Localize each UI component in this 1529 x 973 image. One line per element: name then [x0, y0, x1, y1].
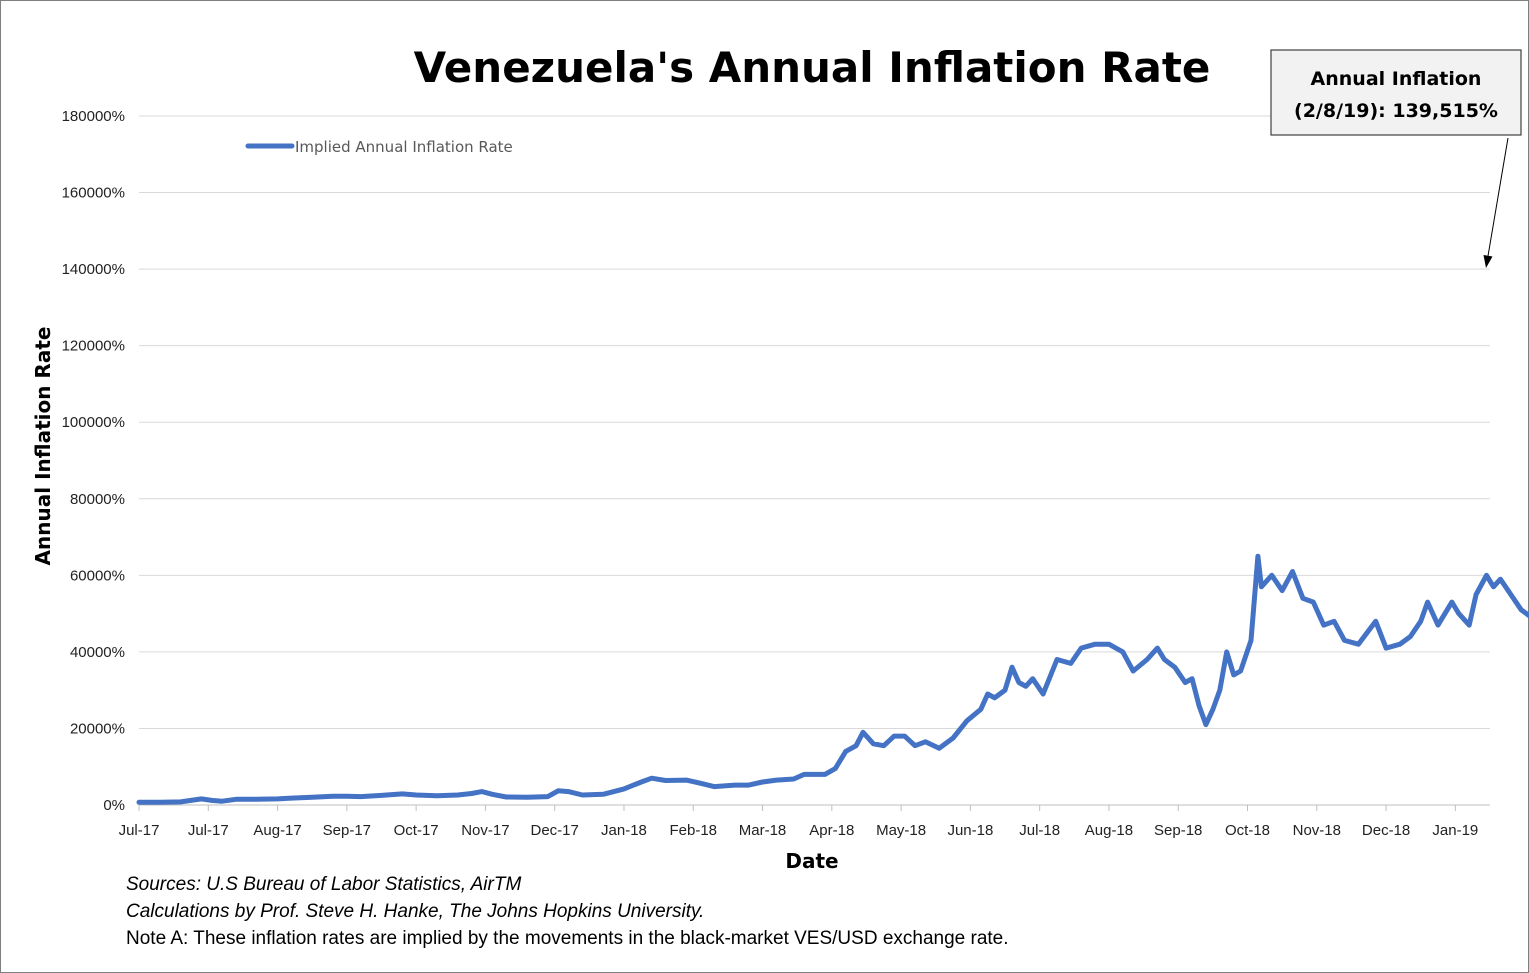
x-axis-ticks: Jul-17 Jul-17 Aug-17 Sep-17 Oct-17 Nov-17 Dec-… [119, 805, 1478, 839]
x-tick-label: Oct-18 [1225, 822, 1270, 839]
x-tick-label: Dec-18 [1362, 822, 1410, 839]
y-tick-label: 100000% [62, 414, 125, 431]
y-tick-label: 80000% [70, 491, 125, 508]
y-tick-label: 140000% [62, 261, 125, 278]
y-tick-label: 180000% [62, 108, 125, 125]
y-tick-label: 40000% [70, 644, 125, 661]
y-axis-label: Annual Inflation Rate [31, 327, 55, 566]
y-axis-ticks: 0% 20000% 40000% 60000% 80000% 100000% 120000%… [62, 108, 125, 814]
x-tick-label: Sep-17 [323, 822, 371, 839]
y-tick-label: 120000% [62, 338, 125, 355]
sources-note: Sources: U.S Bureau of Labor Statistics,… [126, 874, 522, 895]
calculations-note: Calculations by Prof. Steve H. Hanke, Th… [126, 901, 705, 922]
x-tick-label: Jan-18 [601, 822, 647, 839]
chart-title: Venezuela's Annual Inflation Rate [414, 43, 1211, 92]
annotation-box [1270, 49, 1522, 136]
x-tick-label: Dec-17 [531, 822, 579, 839]
series-line-implied-annual-inflation-rate [136, 553, 1529, 805]
annotation-line-2: (2/8/19): 139,515% [1294, 100, 1498, 122]
grid-lines [139, 115, 1490, 729]
y-tick-label: 60000% [70, 567, 125, 584]
x-tick-label: Apr-18 [809, 822, 854, 839]
legend-label: Implied Annual Inflation Rate [295, 138, 513, 156]
y-tick-label: 20000% [70, 720, 125, 737]
x-tick-label: May-18 [876, 822, 926, 839]
legend: Implied Annual Inflation Rate [245, 138, 513, 156]
x-tick-label: Jul-18 [1019, 822, 1060, 839]
x-tick-label: Oct-17 [394, 822, 439, 839]
annotation-arrow-line [1487, 137, 1509, 257]
x-tick-label: Aug-18 [1085, 822, 1133, 839]
x-tick-label: Jul-17 [188, 822, 229, 839]
x-tick-label: Nov-17 [461, 822, 509, 839]
x-tick-label: Aug-17 [253, 822, 301, 839]
note-a: Note A: These inflation rates are implie… [126, 928, 1009, 949]
x-tick-label: Feb-18 [669, 822, 717, 839]
x-tick-label: Mar-18 [739, 822, 787, 839]
x-tick-label: Jan-19 [1432, 822, 1478, 839]
x-tick-label: Nov-18 [1293, 822, 1341, 839]
annotation-callout: Annual Inflation (2/8/19): 139,515% [1270, 49, 1522, 268]
annotation-line-1: Annual Inflation [1311, 68, 1482, 90]
x-tick-label: Jul-17 [119, 822, 160, 839]
y-tick-label: 160000% [62, 185, 125, 202]
annotation-arrow-head [1483, 255, 1493, 268]
x-tick-label: Sep-18 [1154, 822, 1202, 839]
y-tick-label: 0% [103, 797, 125, 814]
chart-notes: Sources: U.S Bureau of Labor Statistics,… [126, 871, 1009, 952]
x-tick-label: Jun-18 [947, 822, 993, 839]
x-axis-label: Date [785, 849, 838, 873]
